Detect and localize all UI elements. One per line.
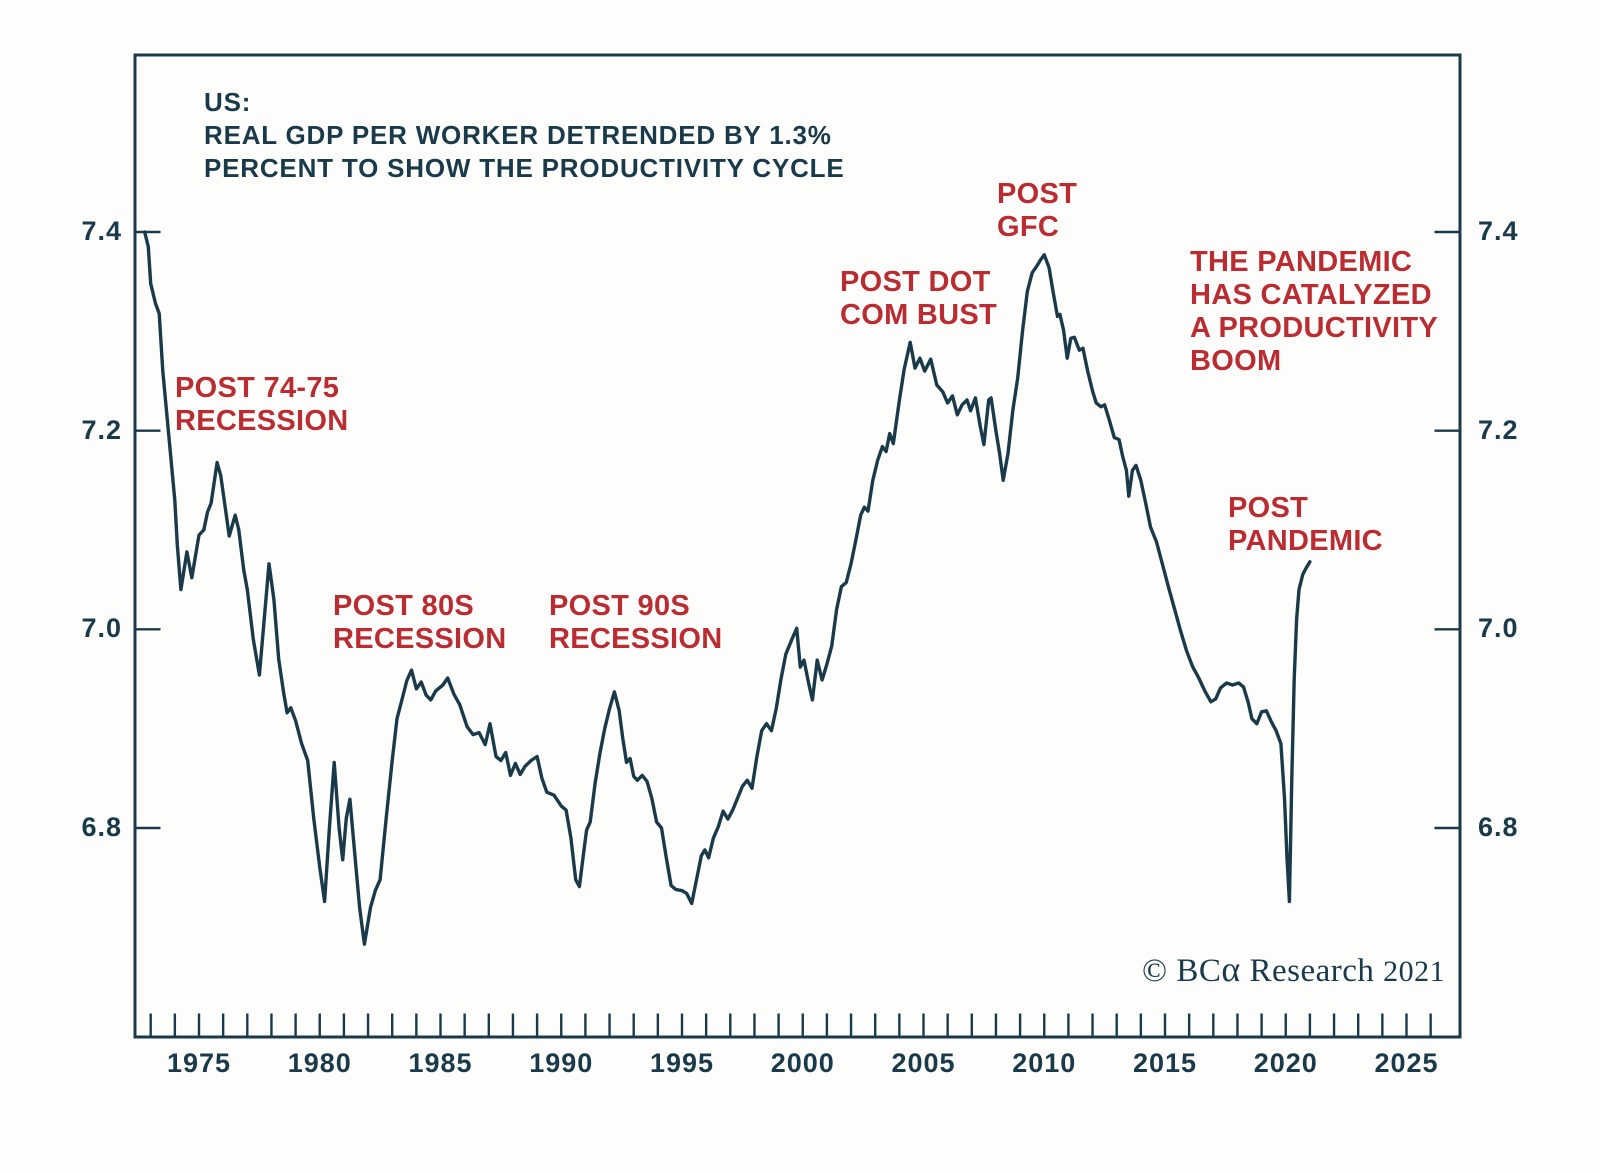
plot-frame	[133, 53, 1462, 1039]
annotation-post-80s-recession: POST 80S RECESSION	[333, 590, 507, 655]
x-axis-label: 1975	[166, 1048, 232, 1078]
copyright-source: © BCα Research 2021	[1142, 948, 1445, 990]
x-axis-label: 2025	[1374, 1048, 1439, 1078]
x-axis-label: 1985	[408, 1048, 473, 1078]
copyright-prefix: © BC	[1142, 953, 1222, 989]
x-axis-label: 2015	[1132, 1048, 1198, 1078]
bca-alpha-glyph: α	[1221, 949, 1241, 989]
y-axis-label-left: 7.2	[81, 414, 122, 445]
x-axis-label: 1995	[649, 1048, 715, 1078]
y-axis-label-left: 7.0	[81, 613, 122, 644]
x-axis-label: 2000	[770, 1048, 835, 1078]
annotation-pandemic-productivity-boom: THE PANDEMIC HAS CATALYZED A PRODUCTIVIT…	[1190, 246, 1439, 377]
annotation-post-pandemic: POST PANDEMIC	[1228, 492, 1383, 557]
x-axis-label: 2020	[1253, 1048, 1318, 1078]
y-axis-label-right: 7.4	[1478, 216, 1519, 246]
x-axis-label: 1980	[287, 1048, 352, 1078]
annotation-post-90s-recession: POST 90S RECESSION	[549, 590, 723, 655]
y-axis-label-left: 6.8	[81, 811, 122, 842]
annotation-post-dot-com-bust: POST DOT COM BUST	[840, 266, 998, 331]
y-axis-label-right: 7.2	[1478, 414, 1519, 445]
annotation-post-gfc: POST GFC	[997, 178, 1078, 243]
y-axis-label-right: 7.0	[1478, 613, 1519, 644]
copyright-suffix: Research	[1240, 953, 1384, 989]
annotation-post-74-75-recession: POST 74-75 RECESSION	[175, 372, 349, 437]
x-axis-label: 2010	[1012, 1048, 1077, 1078]
x-axis-label: 1990	[529, 1048, 594, 1078]
chart-title: US: REAL GDP PER WORKER DETRENDED BY 1.3…	[204, 87, 845, 183]
y-axis-label-right: 6.8	[1478, 811, 1519, 842]
y-axis-label-left: 7.4	[81, 216, 122, 246]
x-axis-label: 2005	[891, 1048, 956, 1078]
gdp-per-worker-line	[142, 230, 1312, 946]
copyright-year: 2021	[1383, 955, 1446, 988]
